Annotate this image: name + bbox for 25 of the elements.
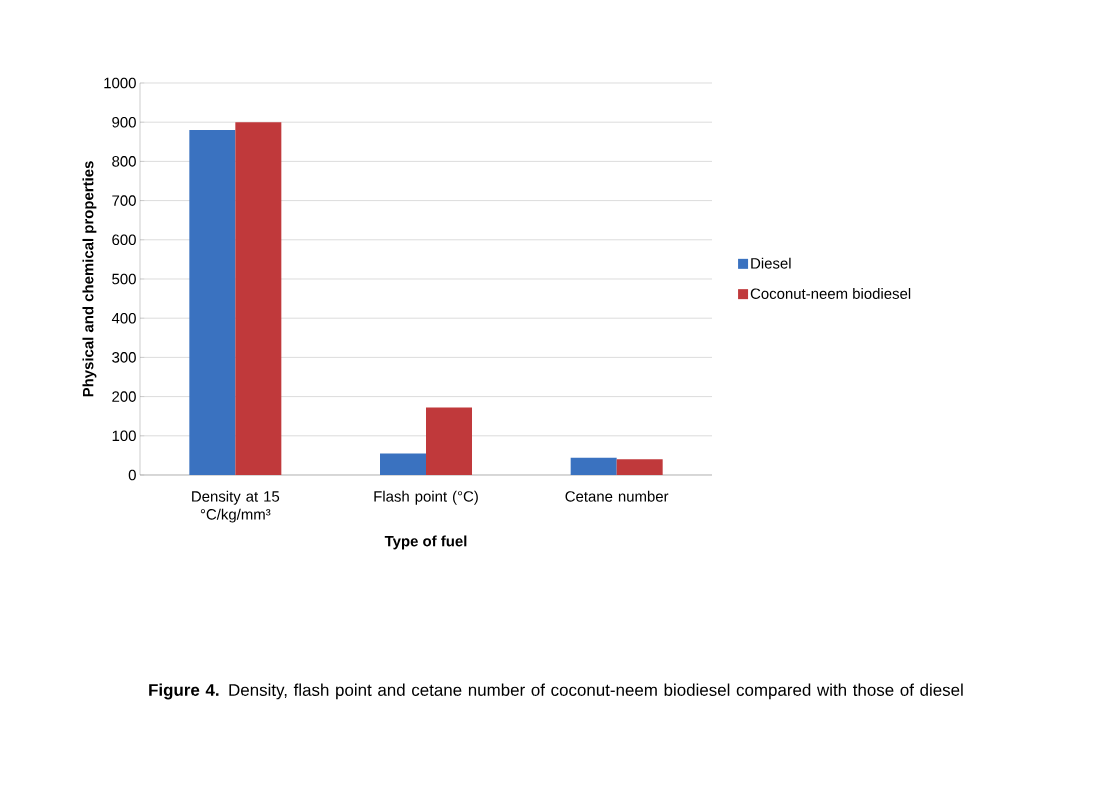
- x-tick-label: Flash point (°C): [374, 490, 478, 505]
- bar: [380, 453, 426, 475]
- y-tick-label: 100: [112, 430, 136, 442]
- y-axis-title: Physical and chemical properties: [82, 161, 97, 397]
- y-tick-label: 0: [128, 469, 136, 481]
- y-tick-label: 600: [112, 234, 136, 246]
- y-tick-label: 500: [112, 273, 136, 285]
- x-tick-label: Density at 15 °C/kg/mm³: [192, 490, 280, 523]
- y-tick-label: 400: [111, 312, 136, 324]
- x-tick-label: Cetane number: [565, 490, 669, 502]
- bar: [189, 130, 236, 475]
- x-axis-title: Type of fuel: [384, 535, 467, 550]
- legend-label: Diesel: [751, 257, 791, 269]
- legend-label: Coconut-neem biodiesel: [750, 287, 911, 299]
- bar: [616, 459, 663, 475]
- bar: [426, 407, 472, 475]
- y-tick-label: 900: [112, 116, 136, 128]
- y-tick-label: 300: [112, 352, 136, 363]
- y-tick-label: 200: [112, 391, 136, 402]
- y-tick-label: 800: [112, 156, 136, 167]
- bar: [235, 122, 282, 475]
- y-tick-label: 700: [112, 195, 136, 206]
- text: Figure 4. Density, flash point and cetane number of coconut-neem biodiesel compared with those of diesel: [149, 683, 963, 700]
- y-tick-label: 1000: [104, 77, 136, 89]
- bar: [570, 457, 617, 475]
